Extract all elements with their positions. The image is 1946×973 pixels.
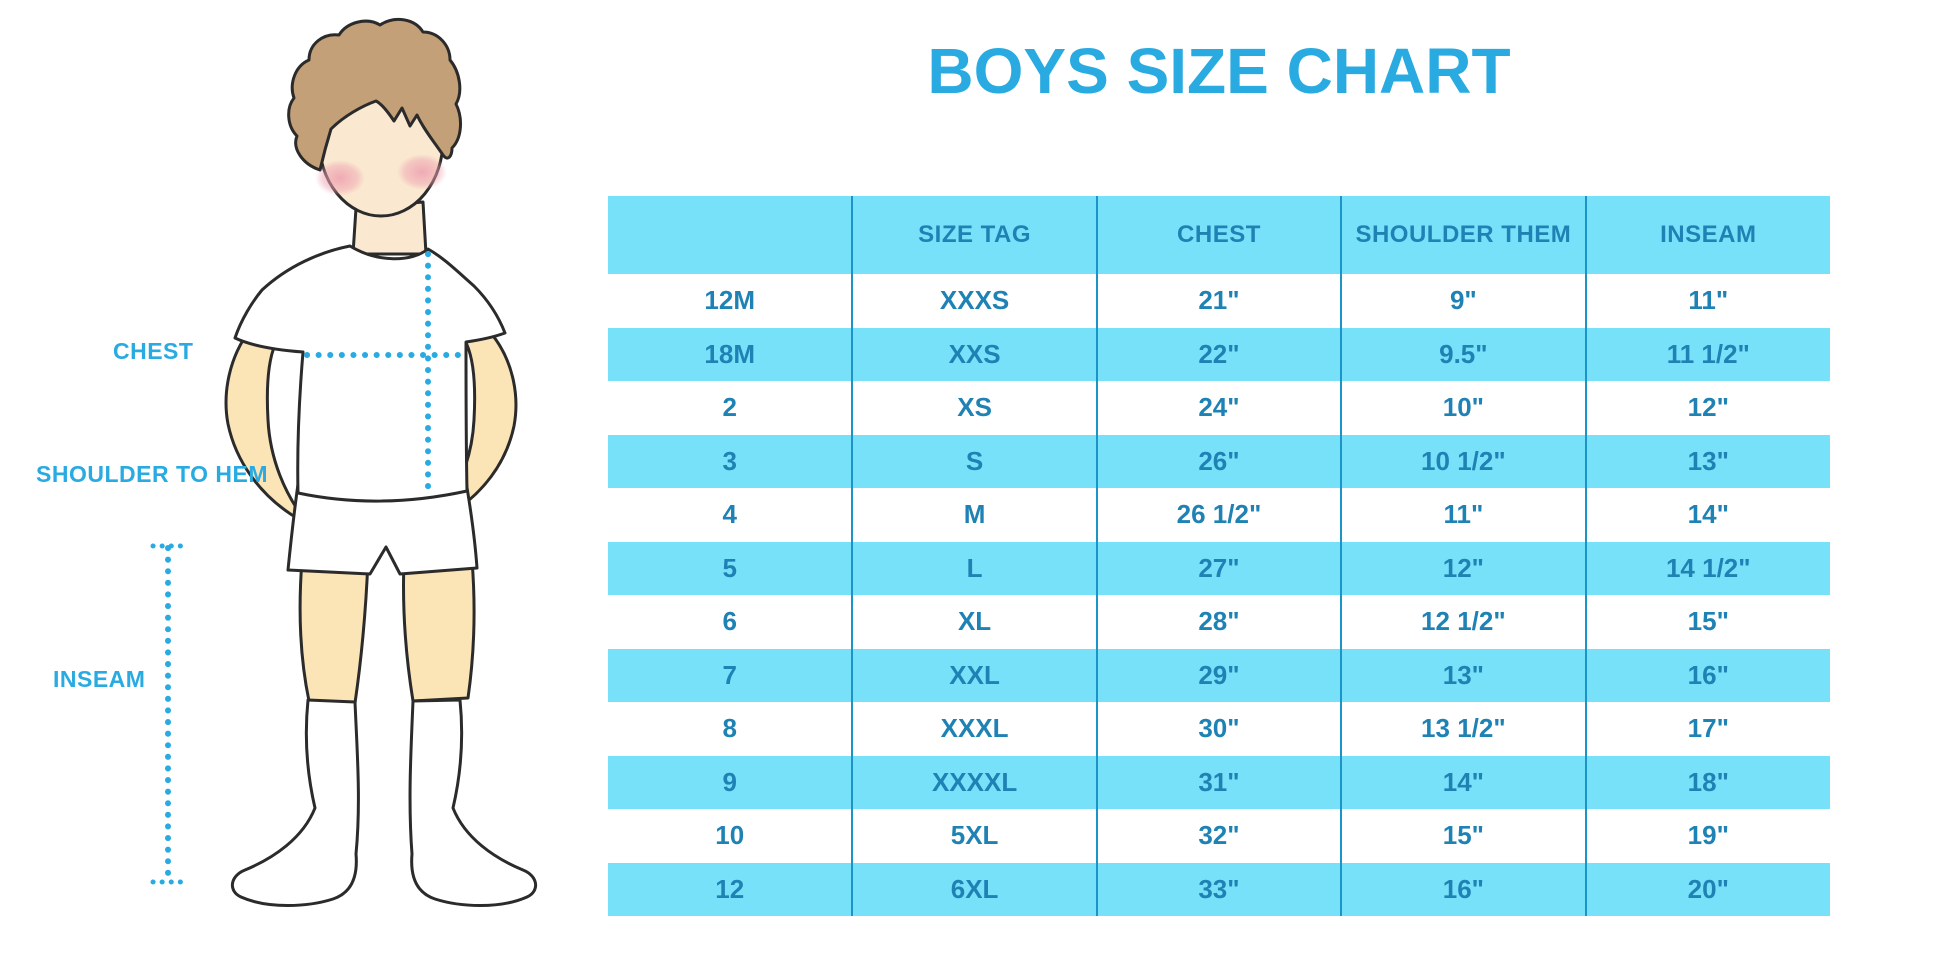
cell-shoulder: 15" <box>1340 809 1586 863</box>
cell-shoulder: 13" <box>1340 648 1586 702</box>
cell-size-tag: XL <box>851 595 1097 649</box>
cell-shoulder: 9" <box>1340 274 1586 328</box>
inseam-label: INSEAM <box>53 666 146 692</box>
header-cell-inseam: INSEAM <box>1584 196 1830 274</box>
size-table: SIZE TAG CHEST SHOULDER THEM INSEAM 12M … <box>608 196 1830 916</box>
cell-chest: 26 1/2" <box>1095 488 1342 542</box>
measurement-figure: CHEST SHOULDER TO HEM INSEAM <box>0 0 600 973</box>
cell-inseam: 17" <box>1584 702 1830 756</box>
cell-size-tag: XXS <box>851 327 1097 381</box>
inseam-measure-line <box>150 543 187 885</box>
cell-inseam: 14 1/2" <box>1584 541 1830 595</box>
cell-chest: 32" <box>1095 809 1342 863</box>
cell-size-tag: XXXS <box>851 274 1097 328</box>
cell-size: 18M <box>608 327 853 381</box>
cell-chest: 21" <box>1095 274 1342 328</box>
boy-illustration <box>150 17 537 907</box>
table-row: 7 XXL 29" 13" 16" <box>608 648 1830 702</box>
table-row: 4 M 26 1/2" 11" 14" <box>608 488 1830 542</box>
cell-size: 7 <box>608 648 853 702</box>
cell-size-tag: L <box>851 541 1097 595</box>
cell-shoulder: 11" <box>1340 488 1586 542</box>
cell-shoulder: 12 1/2" <box>1340 595 1586 649</box>
cell-shoulder: 16" <box>1340 862 1586 916</box>
chest-label: CHEST <box>113 338 194 364</box>
cell-size-tag: 5XL <box>851 809 1097 863</box>
header-cell-size-tag: SIZE TAG <box>851 196 1097 274</box>
cell-shoulder: 10 1/2" <box>1340 434 1586 488</box>
cell-chest: 29" <box>1095 648 1342 702</box>
table-row: 18M XXS 22" 9.5" 11 1/2" <box>608 327 1830 381</box>
cell-size: 10 <box>715 820 745 851</box>
cell-size-tag: M <box>851 488 1097 542</box>
table-row: 6 XL 28" 12 1/2" 15" <box>608 595 1830 649</box>
cell-size: 9 <box>608 755 853 809</box>
table-row: 12M XXXS 21" 9" 11" <box>608 274 1830 328</box>
blush-cheeks <box>315 154 447 196</box>
cell-shoulder: 12" <box>1340 541 1586 595</box>
table-row: 12 6XL 33" 16" 20" <box>608 862 1830 916</box>
cell-chest: 31" <box>1095 755 1342 809</box>
table-row: 2 XS 24" 10" 12" <box>608 381 1830 435</box>
header-cell-size <box>608 196 853 274</box>
cell-size: 8 <box>722 713 737 744</box>
cell-size-tag: 6XL <box>851 862 1097 916</box>
cell-inseam: 19" <box>1584 809 1830 863</box>
cell-shoulder: 14" <box>1340 755 1586 809</box>
shoulder-to-hem-label: SHOULDER TO HEM <box>36 461 268 487</box>
page-title: BOYS SIZE CHART <box>927 35 1511 107</box>
cell-chest: 27" <box>1095 541 1342 595</box>
cell-size: 12 <box>608 862 853 916</box>
cell-size-tag: XXXXL <box>851 755 1097 809</box>
cell-size: 4 <box>722 499 737 530</box>
header-cell-shoulder-them: SHOULDER THEM <box>1340 196 1586 274</box>
cell-inseam: 11" <box>1584 274 1830 328</box>
cell-size-tag: XS <box>851 381 1097 435</box>
cell-shoulder: 13 1/2" <box>1340 702 1586 756</box>
cell-chest: 24" <box>1095 381 1342 435</box>
cell-inseam: 12" <box>1584 381 1830 435</box>
table-row: 9 XXXXL 31" 14" 18" <box>608 755 1830 809</box>
cell-size: 12M <box>704 285 755 316</box>
cell-chest: 22" <box>1095 327 1342 381</box>
cell-inseam: 20" <box>1584 862 1830 916</box>
table-row: 8 XXXL 30" 13 1/2" 17" <box>608 702 1830 756</box>
cell-size: 6 <box>722 606 737 637</box>
header-cell-chest: CHEST <box>1095 196 1342 274</box>
cell-size-tag: XXXL <box>851 702 1097 756</box>
cell-inseam: 18" <box>1584 755 1830 809</box>
cell-inseam: 11 1/2" <box>1584 327 1830 381</box>
cell-inseam: 13" <box>1584 434 1830 488</box>
cell-chest: 30" <box>1095 702 1342 756</box>
boy-legs <box>298 558 476 705</box>
cell-chest: 26" <box>1095 434 1342 488</box>
cell-shoulder: 10" <box>1340 381 1586 435</box>
boy-hair <box>287 17 462 172</box>
cell-chest: 28" <box>1095 595 1342 649</box>
boy-socks <box>231 698 537 907</box>
table-row: 3 S 26" 10 1/2" 13" <box>608 434 1830 488</box>
cell-size-tag: XXL <box>851 648 1097 702</box>
table-row: 5 L 27" 12" 14 1/2" <box>608 541 1830 595</box>
cell-chest: 33" <box>1095 862 1342 916</box>
cell-size: 5 <box>608 541 853 595</box>
table-header-row: SIZE TAG CHEST SHOULDER THEM INSEAM <box>608 196 1830 274</box>
cell-inseam: 15" <box>1584 595 1830 649</box>
cell-inseam: 16" <box>1584 648 1830 702</box>
table-row: 10 5XL 32" 15" 19" <box>608 809 1830 863</box>
boy-shirt <box>233 244 507 503</box>
cell-size-tag: S <box>851 434 1097 488</box>
cell-inseam: 14" <box>1584 488 1830 542</box>
cell-size: 3 <box>608 434 853 488</box>
cell-shoulder: 9.5" <box>1340 327 1586 381</box>
cell-size: 2 <box>722 392 737 423</box>
